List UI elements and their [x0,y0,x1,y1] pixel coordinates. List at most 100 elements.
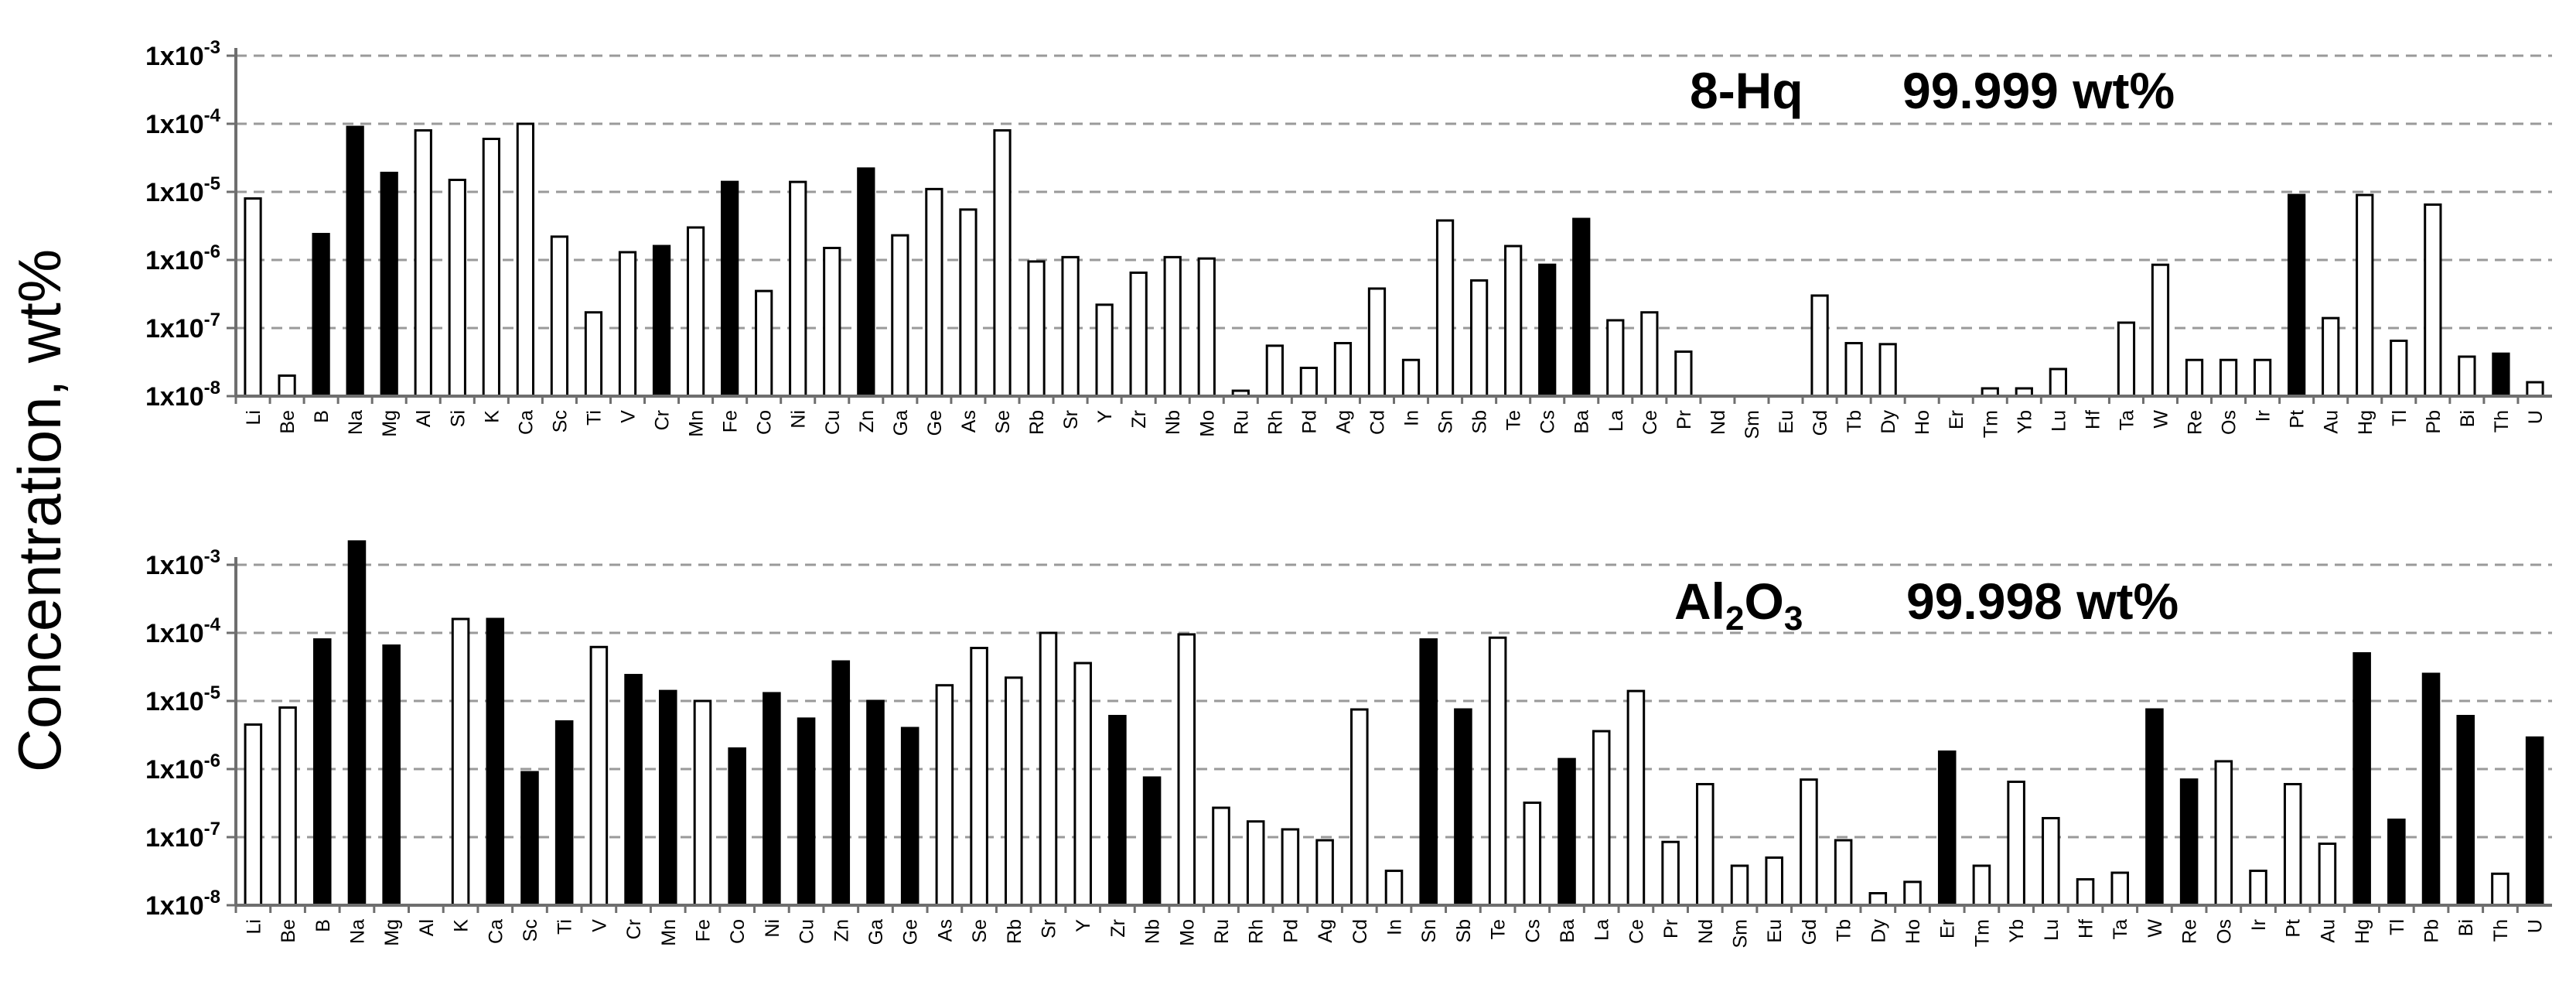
x-tick-label: Fe [692,919,714,942]
bar-Pb [2421,672,2441,907]
x-tick-label: Gd [1799,919,1820,945]
x-tick-label: Nd [1708,410,1729,435]
bar-Dy [1878,343,1897,398]
x-tick-label: Au [2317,919,2339,943]
bar-Bi [2458,355,2476,398]
y-tick-mantissa: 1x10 [145,110,204,139]
bar-La [1592,730,1611,907]
bar-Lu [2049,368,2067,398]
purity-annotation: 99.999 wt% [1902,62,2175,119]
x-tick-label: Hg [2355,410,2376,435]
x-tick-label: Er [1937,919,1959,938]
bar-Rb [1027,260,1046,398]
x-tick-label: Cd [1349,919,1371,944]
bar-Mo [1177,633,1196,907]
x-tick-label: B [312,919,334,932]
x-tick-label: Lu [2048,410,2069,432]
y-tick-exponent: -3 [204,37,220,58]
x-tick-label: Ta [2116,410,2138,431]
bar-Fe [693,699,712,907]
x-tick-label: Ge [924,410,946,436]
bar-Zr [1129,271,1148,398]
x-tick-label: Sm [1730,919,1752,949]
bar-Cd [1367,287,1387,398]
bar-Sr [1061,255,1080,398]
x-tick-label: Mo [1196,410,1218,437]
x-tick-label: Sr [1038,919,1059,938]
bar-Pd [1281,828,1300,907]
x-tick-label: U [2525,919,2547,933]
x-tick-label: Cu [822,410,844,435]
x-tick-label: U [2525,410,2547,424]
bar-V [589,645,609,907]
x-tick-label: Cs [1537,410,1559,434]
bar-Sr [1039,631,1058,907]
x-tick-label: Hf [2076,919,2097,938]
x-tick-label: Sc [549,410,571,432]
x-tick-label: Hf [2082,410,2103,429]
x-tick-label: Mn [686,410,708,437]
y-tick-label: 1x10-8 [145,378,220,412]
bar-Ni [763,692,781,907]
bar-Rh [1246,820,1265,907]
x-tick-label: Re [2179,919,2201,944]
bar-Y [1073,662,1092,907]
y-tick-mantissa: 1x10 [145,551,204,580]
y-tick-mantissa: 1x10 [145,755,204,785]
bar-Mg [382,644,401,907]
y-tick-label: 1x10-5 [145,173,220,207]
bar-Ca [486,617,505,907]
x-tick-label: Ce [1639,410,1661,435]
bar-Ir [2249,870,2267,907]
y-tick-label: 1x10-7 [145,819,220,853]
bar-Sm [1730,864,1749,907]
y-tick-exponent: -5 [204,682,220,703]
y-tick-mantissa: 1x10 [145,823,204,853]
y-tick-exponent: -6 [204,750,220,771]
bar-K [451,617,470,907]
x-tick-label: Gd [1810,410,1831,436]
y-tick-label: 1x10-5 [145,682,220,716]
bar-Re [2179,778,2199,907]
x-tick-label: Al [413,410,435,427]
x-tick-label: Yb [2014,410,2035,434]
x-tick-label: Pd [1280,919,1302,943]
x-tick-label: Ca [485,919,507,944]
x-tick-label: B [311,410,333,423]
bar-B [312,638,332,907]
y-tick-exponent: -4 [204,614,221,635]
x-tick-label: Cs [1522,919,1544,943]
x-tick-label: Sm [1742,410,1763,439]
y-tick-exponent: -5 [204,173,220,194]
bar-Sn [1419,638,1438,907]
x-tick-label: Cd [1366,410,1388,435]
bar-U [2526,381,2544,398]
bar-Th [2491,872,2509,907]
x-tick-label: Os [2219,410,2240,435]
x-tick-label: K [481,410,503,423]
y-tick-exponent: -8 [204,887,220,908]
bar-Cs [1538,263,1557,398]
x-tick-label: Er [1946,410,1967,429]
bar-In [1401,358,1421,398]
bar-Yb [2007,780,2025,907]
bar-B [312,233,330,398]
bar-Ge [925,187,943,398]
x-tick-label: Nd [1695,919,1717,944]
bar-Si [448,179,466,398]
x-tick-label: Sc [520,919,541,942]
x-tick-label: Be [278,919,299,943]
bar-Cu [797,717,816,907]
bar-Ca [516,122,535,398]
x-tick-label: Os [2213,919,2235,944]
x-tick-label: K [451,919,473,932]
bar-U [2525,736,2544,907]
y-tick-label: 1x10-3 [145,546,220,580]
bar-Tb [1834,839,1853,907]
x-tick-label: Eu [1764,919,1786,943]
x-tick-label: Eu [1776,410,1797,434]
x-tick-label: Pd [1298,410,1320,434]
x-tick-label: Si [447,410,469,427]
annotation-part: Al [1674,573,1725,630]
x-tick-label: Zr [1107,919,1129,938]
